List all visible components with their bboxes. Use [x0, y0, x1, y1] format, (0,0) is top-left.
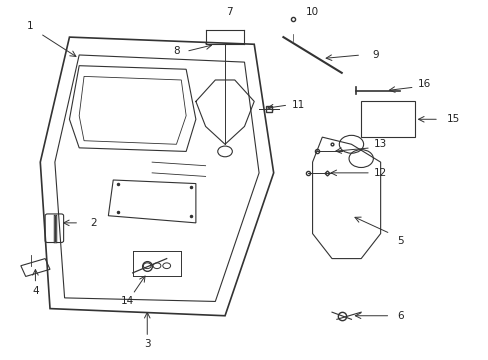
Text: 16: 16 [417, 78, 430, 89]
Text: 13: 13 [373, 139, 386, 149]
Text: 3: 3 [143, 339, 150, 349]
Text: 1: 1 [27, 21, 34, 31]
Text: 9: 9 [372, 50, 378, 60]
Text: 12: 12 [373, 168, 386, 178]
Text: 4: 4 [32, 286, 39, 296]
Text: 7: 7 [226, 7, 233, 17]
Text: 10: 10 [305, 7, 319, 17]
Text: 5: 5 [396, 236, 403, 246]
Text: 15: 15 [446, 114, 459, 124]
Text: 2: 2 [90, 218, 97, 228]
Text: 11: 11 [291, 100, 304, 110]
Text: 14: 14 [121, 296, 134, 306]
Text: 8: 8 [173, 46, 180, 57]
Text: 6: 6 [396, 311, 403, 321]
